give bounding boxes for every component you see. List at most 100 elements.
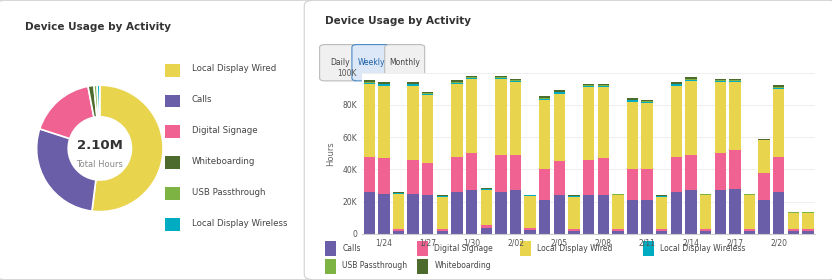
Bar [686, 81, 696, 155]
Bar [451, 80, 463, 82]
FancyBboxPatch shape [384, 45, 424, 81]
Bar [715, 153, 726, 190]
Wedge shape [88, 85, 97, 117]
Bar [641, 169, 653, 200]
Bar [510, 190, 521, 234]
Bar [553, 90, 565, 92]
Bar [451, 157, 463, 192]
Bar [495, 79, 507, 155]
FancyBboxPatch shape [324, 241, 336, 256]
Bar [451, 84, 463, 157]
Bar [686, 190, 696, 234]
Bar [788, 231, 799, 234]
Bar [364, 82, 375, 83]
Bar [626, 101, 638, 102]
Bar [539, 98, 551, 99]
Bar [510, 80, 521, 81]
Wedge shape [97, 85, 100, 117]
Bar [759, 200, 770, 234]
Bar [700, 194, 711, 195]
Text: Calls: Calls [342, 244, 360, 253]
Bar [759, 140, 770, 172]
Bar [744, 195, 755, 229]
Bar [524, 196, 536, 228]
Bar [466, 153, 478, 190]
Bar [641, 102, 653, 103]
Bar [612, 195, 624, 229]
Bar [568, 195, 580, 196]
Bar [553, 94, 565, 161]
Bar [715, 81, 726, 82]
Bar [773, 85, 785, 87]
Bar [539, 200, 551, 234]
Bar [379, 158, 389, 193]
Bar [437, 196, 448, 197]
Bar [626, 100, 638, 101]
Bar [700, 231, 711, 234]
Bar [568, 231, 580, 234]
Bar [597, 87, 609, 158]
Text: Local Display Wired: Local Display Wired [192, 64, 276, 73]
Text: Device Usage by Activity: Device Usage by Activity [26, 22, 171, 32]
Bar [553, 161, 565, 195]
Bar [553, 92, 565, 94]
FancyBboxPatch shape [165, 187, 180, 200]
Bar [597, 86, 609, 87]
Wedge shape [94, 85, 98, 117]
Bar [408, 84, 418, 86]
Text: Local Display Wired: Local Display Wired [537, 244, 612, 253]
Bar [583, 84, 594, 85]
Bar [393, 229, 404, 231]
Bar [437, 197, 448, 229]
Bar [715, 79, 726, 80]
Bar [773, 157, 785, 192]
Bar [583, 195, 594, 234]
Bar [773, 192, 785, 234]
Bar [641, 101, 653, 102]
Bar [524, 230, 536, 234]
FancyBboxPatch shape [0, 0, 314, 280]
Bar [583, 85, 594, 86]
Bar [773, 87, 785, 88]
Bar [802, 229, 814, 231]
Bar [626, 200, 638, 234]
Bar [773, 89, 785, 157]
Bar [451, 82, 463, 83]
Bar [788, 213, 799, 229]
Bar [597, 195, 609, 234]
FancyBboxPatch shape [319, 45, 359, 81]
FancyBboxPatch shape [165, 64, 180, 76]
Bar [524, 228, 536, 230]
Bar [393, 192, 404, 193]
Bar [656, 195, 667, 196]
Bar [568, 197, 580, 229]
Bar [393, 231, 404, 234]
Bar [437, 229, 448, 231]
Bar [671, 192, 682, 234]
Bar [583, 87, 594, 160]
Bar [422, 93, 433, 94]
Bar [408, 160, 418, 193]
FancyBboxPatch shape [305, 0, 832, 280]
Bar [466, 76, 478, 77]
Bar [364, 80, 375, 82]
Bar [510, 82, 521, 155]
Bar [422, 94, 433, 95]
Bar [802, 213, 814, 229]
Bar [466, 190, 478, 234]
Bar [510, 155, 521, 190]
Bar [686, 155, 696, 190]
Text: Digital Signage: Digital Signage [434, 244, 493, 253]
Bar [422, 95, 433, 163]
Bar [715, 190, 726, 234]
Text: Daily: Daily [329, 58, 349, 67]
Text: Digital Signage: Digital Signage [192, 126, 257, 135]
Bar [729, 82, 740, 150]
Bar [671, 84, 682, 86]
Bar [466, 78, 478, 79]
Bar [466, 79, 478, 153]
Bar [729, 80, 740, 81]
Bar [597, 158, 609, 195]
Bar [700, 195, 711, 229]
Bar [451, 192, 463, 234]
